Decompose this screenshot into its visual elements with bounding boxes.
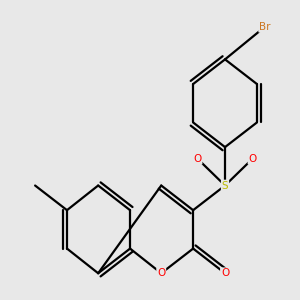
- Text: S: S: [222, 181, 228, 190]
- Text: O: O: [248, 154, 257, 164]
- Text: O: O: [194, 154, 202, 164]
- Text: Br: Br: [259, 22, 271, 32]
- Text: O: O: [157, 268, 165, 278]
- Text: O: O: [221, 268, 229, 278]
